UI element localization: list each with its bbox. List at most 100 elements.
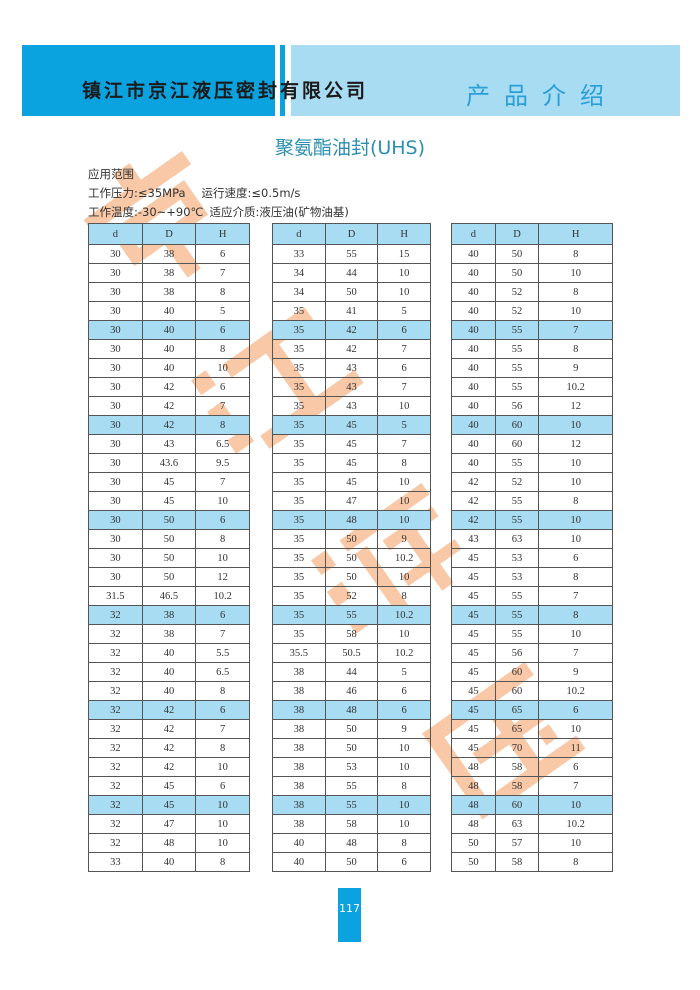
cell-D: 50 — [494, 263, 540, 283]
table-row: 35 48 10 — [272, 510, 431, 530]
cell-D: 47 — [324, 491, 379, 511]
table-row: 33 55 15 — [272, 244, 431, 264]
table-row: 40 60 12 — [451, 434, 613, 454]
cell-d: 40 — [451, 244, 496, 264]
cell-d: 35 — [272, 415, 326, 435]
table-row: 35 55 10.2 — [272, 605, 431, 625]
cell-d: 30 — [88, 396, 143, 416]
cell-H: 6 — [377, 320, 431, 340]
table-row: 48 63 10.2 — [451, 814, 613, 834]
cell-H: 10 — [538, 453, 613, 473]
cell-D: 50 — [324, 282, 379, 302]
cell-d: 34 — [272, 282, 326, 302]
cell-d: 35 — [272, 586, 326, 606]
table-row: 35 50 10 — [272, 567, 431, 587]
table-row: 32 47 10 — [88, 814, 250, 834]
table-row: 34 44 10 — [272, 263, 431, 283]
column-header-H: H — [195, 223, 250, 245]
table-row: 43 63 10 — [451, 529, 613, 549]
spec-line-1: 工作压力:≤35MPa 运行速度:≤0.5m/s — [88, 185, 316, 201]
cell-H: 5 — [377, 301, 431, 321]
cell-D: 63 — [494, 814, 540, 834]
cell-d: 35 — [272, 339, 326, 359]
cell-D: 50 — [141, 529, 197, 549]
table-row: 33 40 8 — [88, 852, 250, 872]
cell-d: 40 — [451, 453, 496, 473]
table-row: 31.5 46.5 10.2 — [88, 586, 250, 606]
cell-H: 8 — [195, 852, 250, 872]
cell-d: 48 — [451, 814, 496, 834]
cell-d: 33 — [272, 244, 326, 264]
cell-D: 38 — [141, 624, 197, 644]
cell-D: 50.5 — [324, 643, 379, 663]
cell-D: 42 — [141, 396, 197, 416]
cell-H: 6 — [195, 510, 250, 530]
table-row: 35 43 6 — [272, 358, 431, 378]
cell-H: 8 — [377, 453, 431, 473]
cell-d: 38 — [272, 681, 326, 701]
cell-d: 43 — [451, 529, 496, 549]
table-row: 30 38 7 — [88, 263, 250, 283]
cell-D: 45 — [324, 453, 379, 473]
cell-H: 8 — [195, 415, 250, 435]
cell-H: 10.2 — [377, 605, 431, 625]
cell-D: 45 — [141, 472, 197, 492]
cell-H: 10 — [195, 358, 250, 378]
cell-D: 43 — [324, 377, 379, 397]
cell-d: 30 — [88, 529, 143, 549]
cell-D: 40 — [141, 662, 197, 682]
table-row: 32 40 6.5 — [88, 662, 250, 682]
cell-H: 10 — [377, 567, 431, 587]
cell-D: 43 — [324, 396, 379, 416]
cell-D: 38 — [141, 282, 197, 302]
table-row: 32 45 10 — [88, 795, 250, 815]
cell-H: 5.5 — [195, 643, 250, 663]
table-row: 40 60 10 — [451, 415, 613, 435]
cell-D: 38 — [141, 244, 197, 264]
cell-H: 7 — [377, 434, 431, 454]
cell-d: 35 — [272, 377, 326, 397]
size-table-3: d D H 40 50 8 40 50 10 40 52 8 40 52 10 40 55 7 40 55 8 40 55 9… — [451, 223, 613, 872]
table-row: 35 43 10 — [272, 396, 431, 416]
cell-D: 48 — [141, 833, 197, 853]
table-row: 34 50 10 — [272, 282, 431, 302]
cell-D: 52 — [324, 586, 379, 606]
table-row: 38 55 10 — [272, 795, 431, 815]
cell-D: 55 — [494, 586, 540, 606]
table-row: 30 42 7 — [88, 396, 250, 416]
cell-H: 8 — [538, 339, 613, 359]
table-row: 45 55 7 — [451, 586, 613, 606]
cell-H: 6 — [195, 320, 250, 340]
cell-D: 50 — [324, 738, 379, 758]
table-row: 45 65 6 — [451, 700, 613, 720]
cell-D: 53 — [494, 548, 540, 568]
table-row: 40 50 8 — [451, 244, 613, 264]
cell-D: 40 — [141, 301, 197, 321]
cell-D: 58 — [494, 757, 540, 777]
table-row: 45 53 6 — [451, 548, 613, 568]
spec-medium: 适应介质:液压油(矿物油基) — [209, 205, 349, 219]
table-row: 35 42 6 — [272, 320, 431, 340]
cell-D: 42 — [141, 719, 197, 739]
cell-d: 38 — [272, 662, 326, 682]
table-row: 38 44 5 — [272, 662, 431, 682]
cell-H: 10.2 — [538, 814, 613, 834]
cell-H: 10 — [538, 263, 613, 283]
cell-d: 45 — [451, 605, 496, 625]
cell-H: 10 — [195, 795, 250, 815]
cell-d: 35 — [272, 301, 326, 321]
cell-D: 55 — [324, 605, 379, 625]
table-row: 32 42 10 — [88, 757, 250, 777]
cell-H: 7 — [538, 320, 613, 340]
spec-temperature: 工作温度:-30~+90℃ — [88, 205, 204, 219]
cell-d: 35 — [272, 567, 326, 587]
cell-H: 10.2 — [538, 681, 613, 701]
cell-D: 42 — [324, 339, 379, 359]
cell-D: 42 — [324, 320, 379, 340]
cell-D: 50 — [324, 719, 379, 739]
cell-H: 7 — [195, 263, 250, 283]
table-row: 40 55 7 — [451, 320, 613, 340]
